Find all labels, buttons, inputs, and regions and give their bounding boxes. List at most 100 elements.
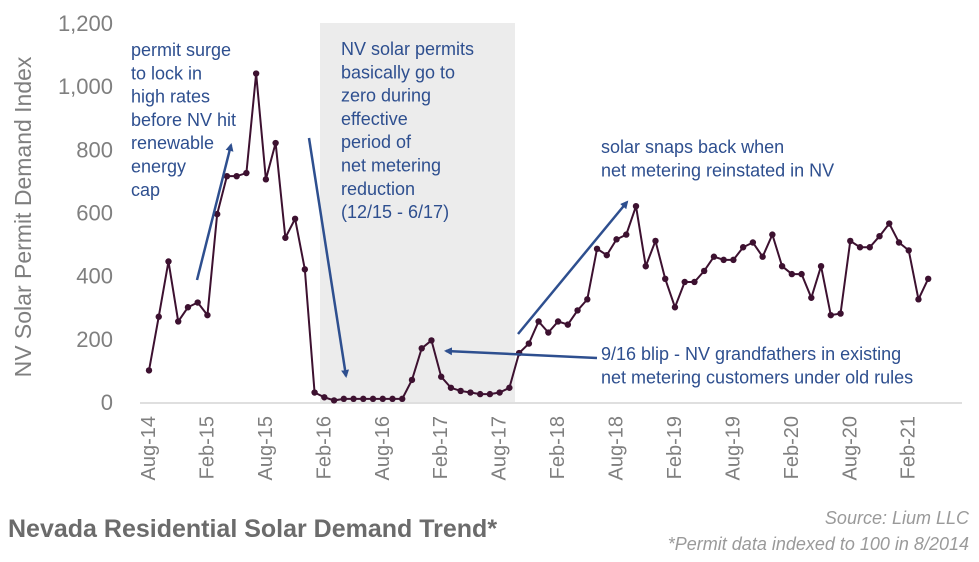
data-point: [788, 270, 796, 278]
data-point: [252, 70, 260, 77]
data-point: [720, 256, 727, 264]
y-axis-label: NV Solar Permit Demand Index: [10, 56, 36, 377]
data-point: [506, 384, 513, 391]
data-point: [856, 244, 864, 251]
data-point: [389, 395, 396, 403]
arrow-snap-back: [517, 200, 629, 335]
x-axis: Aug-14 Feb-15 Aug-15 Feb-16 Aug-16 Feb-17 Aug-…: [138, 402, 962, 481]
data-point: [418, 345, 425, 352]
data-point: [175, 318, 182, 325]
data-point: [710, 253, 718, 260]
data-point: [905, 247, 912, 254]
data-point: [691, 278, 698, 286]
data-point: [584, 296, 591, 303]
data-point: [554, 318, 562, 325]
data-point: [652, 237, 659, 245]
data-point: [262, 176, 270, 183]
data-point: [886, 220, 893, 227]
y-tick-label: 1,200: [58, 11, 113, 36]
x-tick-label: Aug-17: [489, 416, 511, 481]
data-point: [827, 311, 834, 319]
data-point: [301, 266, 309, 273]
series-demand-index: [145, 70, 932, 404]
data-point: [545, 329, 552, 336]
data-point: [749, 239, 757, 246]
data-point: [233, 172, 240, 180]
data-point: [282, 234, 289, 241]
source-note: Source: Lium LLC: [824, 508, 969, 528]
data-point: [438, 373, 445, 380]
data-point: [428, 337, 435, 344]
data-point: [321, 394, 328, 401]
data-point: [574, 307, 581, 314]
net-metering-reduction-shade: [320, 23, 515, 402]
arrow-zero-period: [307, 137, 350, 378]
annotations: permit surge to lock in high rates before N…: [131, 39, 913, 388]
data-point: [467, 389, 474, 396]
data-point: [671, 304, 679, 311]
data-point: [184, 304, 192, 311]
x-tick-label: Feb-16: [313, 416, 335, 479]
data-point: [798, 270, 805, 278]
data-point: [496, 389, 503, 396]
data-point: [457, 387, 464, 395]
data-point: [642, 262, 649, 270]
y-tick-label: 1,000: [58, 74, 113, 99]
annotation-permit-surge: permit surge to lock in high rates before N…: [131, 40, 236, 200]
x-tick-label: Feb-20: [781, 416, 803, 479]
data-point: [155, 313, 162, 320]
annotation-blip: 9/16 blip - NV grandfathers in existing n…: [601, 344, 913, 388]
data-point: [243, 169, 250, 177]
x-tick-label: Aug-16: [372, 416, 394, 481]
shaded-region: [320, 23, 515, 402]
y-tick-label: 400: [76, 264, 113, 289]
data-point: [291, 215, 299, 223]
data-point: [866, 244, 873, 251]
data-point: [311, 389, 318, 396]
y-tick-label: 800: [76, 137, 113, 162]
y-tick-label: 600: [76, 201, 113, 226]
x-tick-label: Aug-20: [839, 416, 861, 481]
y-axis: 0 200 400 600 800 1,000 1,200: [58, 11, 113, 415]
data-point: [632, 202, 640, 210]
x-tick-label: Feb-19: [664, 416, 686, 479]
data-point: [876, 232, 883, 240]
data-point: [739, 244, 747, 251]
annotation-snap-back: solar snaps back when net metering reinst…: [601, 137, 834, 181]
data-point: [194, 299, 201, 306]
data-point: [837, 310, 844, 317]
data-point: [700, 267, 708, 275]
data-point: [145, 367, 153, 374]
x-tick-label: Feb-15: [196, 416, 218, 479]
data-point: [330, 397, 338, 404]
data-point: [730, 256, 737, 264]
x-tick-label: Feb-18: [547, 416, 569, 479]
data-point: [778, 262, 786, 270]
data-point: [817, 262, 825, 270]
data-point: [408, 376, 416, 384]
annotation-zero-period: NV solar permits basically go to zero duri…: [341, 39, 474, 222]
data-point: [623, 231, 630, 238]
data-point: [360, 395, 367, 403]
data-point: [272, 139, 279, 147]
data-point: [847, 237, 854, 245]
data-point: [486, 390, 494, 398]
data-point: [759, 253, 766, 260]
x-tick-label: Aug-14: [138, 416, 160, 481]
data-point: [213, 210, 221, 218]
data-point: [379, 395, 386, 403]
x-tick-label: Feb-17: [430, 416, 452, 479]
data-point: [340, 395, 347, 403]
chart-title: Nevada Residential Solar Demand Trend*: [8, 515, 498, 543]
data-point: [662, 275, 669, 283]
data-point: [525, 340, 533, 347]
footnote: *Permit data indexed to 100 in 8/2014: [667, 534, 969, 554]
data-point: [399, 395, 406, 403]
arrow-permit-surge: [195, 143, 234, 281]
y-tick-label: 0: [101, 390, 113, 415]
data-point: [925, 275, 932, 283]
data-point: [204, 311, 211, 319]
data-point: [447, 384, 455, 391]
data-point: [350, 395, 357, 403]
